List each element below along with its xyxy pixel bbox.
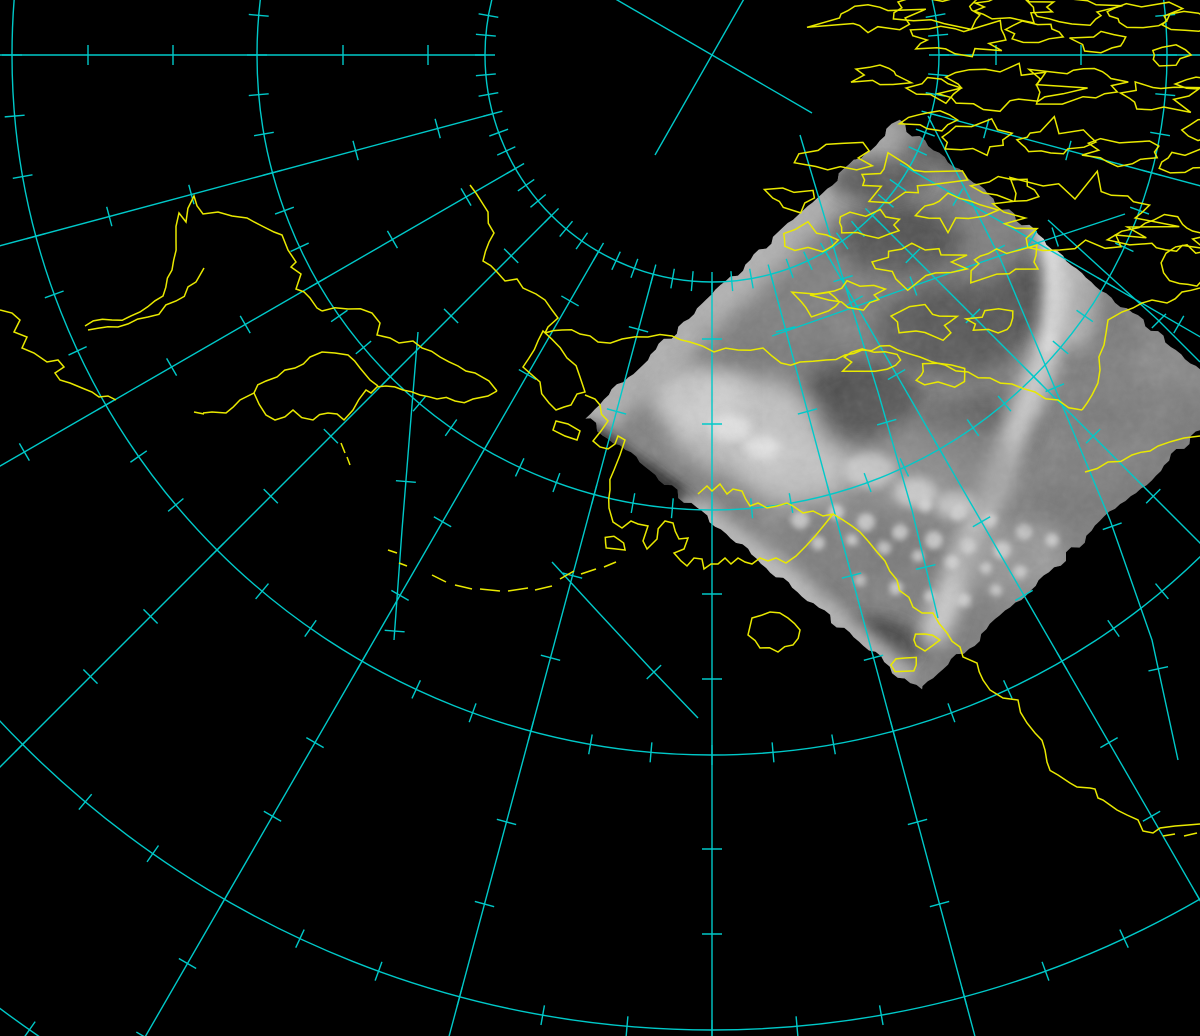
banks-coast [1081, 287, 1200, 411]
seward-peninsula [522, 329, 586, 411]
island [968, 175, 1041, 203]
island-dash [534, 585, 553, 591]
island [1173, 76, 1200, 90]
island [1025, 0, 1123, 26]
island-dash [580, 568, 597, 575]
island-dash [431, 574, 447, 583]
island [850, 64, 915, 86]
island [782, 220, 840, 253]
coastline-layer [0, 0, 1200, 837]
island [840, 348, 902, 373]
island [909, 19, 1007, 58]
chukotka-north-spit-lower [87, 267, 205, 331]
kodiak-island [747, 611, 801, 653]
alaska-west-coast [469, 184, 560, 334]
island [806, 4, 927, 34]
island [790, 291, 841, 318]
island-dash [559, 570, 575, 580]
island-dash [603, 561, 617, 568]
island [1180, 118, 1200, 142]
island-dash [1183, 832, 1198, 837]
island [1015, 115, 1098, 155]
island-dash [387, 549, 398, 554]
island-dash [1162, 833, 1176, 837]
siberia-left-coast [0, 309, 117, 401]
chukotka-bering-coast [202, 385, 498, 422]
island-dash [193, 411, 205, 415]
island [892, 0, 982, 31]
island [913, 633, 942, 652]
island-dash [340, 442, 346, 454]
island [762, 187, 816, 214]
island [1158, 148, 1200, 174]
island-dash [398, 562, 408, 567]
chukotka-inner-coast [253, 351, 379, 394]
alaska-north-coast [544, 328, 1083, 411]
amundsen-coast [1084, 435, 1200, 473]
island [1118, 80, 1200, 114]
island [1026, 67, 1129, 105]
island [1003, 20, 1065, 44]
island [809, 279, 888, 311]
st-lawrence-island [552, 420, 581, 441]
island [1106, 1, 1185, 29]
island [793, 141, 875, 171]
island [963, 308, 1014, 334]
island-dash [454, 584, 473, 590]
island [970, 244, 1040, 284]
island [870, 242, 970, 292]
island [913, 192, 1001, 235]
island-dash [507, 587, 529, 592]
island [889, 303, 960, 342]
chukotka-north-spit-upper [84, 193, 323, 327]
island [1151, 44, 1193, 67]
island [972, 0, 1056, 25]
panhandle-bc-coast [896, 579, 1200, 834]
island [604, 535, 627, 551]
island-dash [479, 588, 501, 592]
kuskokwim-coast [697, 482, 869, 542]
chukotka-south-coast [321, 306, 498, 392]
island [990, 169, 1180, 252]
island [940, 117, 1014, 157]
island [897, 110, 960, 132]
island [914, 362, 966, 389]
norton-sound-coast [584, 394, 834, 571]
island [1069, 30, 1127, 54]
island [838, 208, 902, 239]
island [860, 151, 969, 204]
island [889, 656, 918, 673]
kenai-coast [867, 540, 898, 581]
island [904, 76, 963, 105]
island [1081, 137, 1160, 168]
island-dash [346, 456, 351, 466]
